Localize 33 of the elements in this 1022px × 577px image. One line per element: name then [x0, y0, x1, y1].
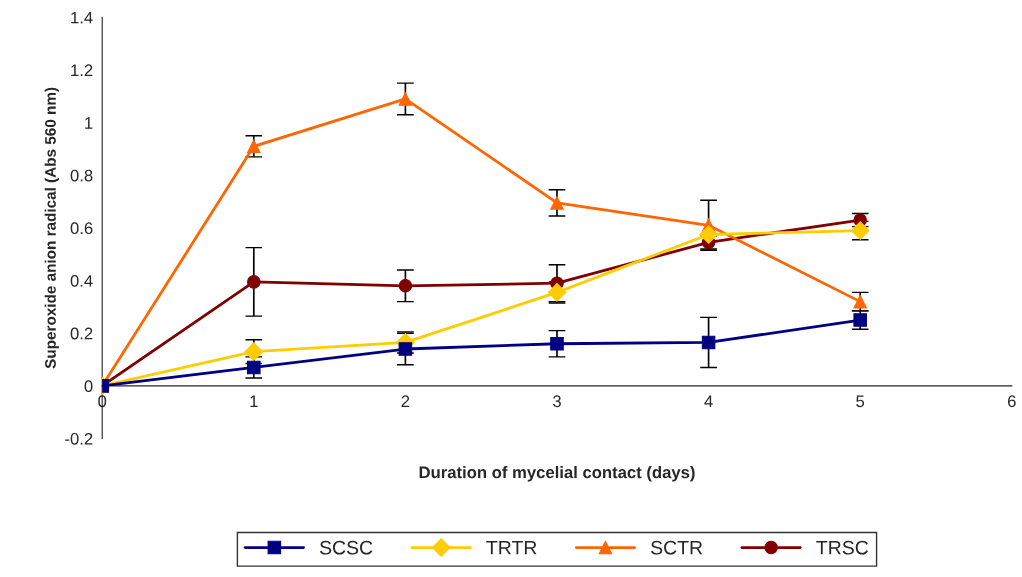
point [550, 336, 564, 351]
point [247, 139, 261, 154]
point [701, 335, 716, 350]
legend-label: TRTR [486, 540, 537, 555]
y-tick-label: -0.2 [65, 432, 93, 445]
y-tick-label: 0.8 [70, 169, 93, 182]
y-tick-label: 1.2 [71, 64, 93, 76]
y-tick-label: 0.6 [70, 222, 93, 235]
point [398, 279, 413, 293]
point [398, 342, 413, 356]
point [550, 196, 564, 210]
x-tick-label: 5 [856, 395, 865, 408]
point [247, 275, 261, 289]
x-tick-label: 4 [704, 395, 713, 407]
point [699, 225, 718, 244]
x-tick-label: 1 [250, 395, 258, 407]
point [398, 92, 413, 106]
y-tick-label: 1.4 [71, 11, 93, 24]
x-tick-label: 3 [552, 395, 561, 408]
point [244, 342, 264, 361]
legend-label: SCSC [319, 540, 373, 555]
y-axis-title: Superoxide anion radical (Abs 560 nm) [44, 87, 59, 369]
y-tick-label: 0 [84, 380, 93, 393]
point [853, 313, 867, 327]
x-tick-label: 2 [401, 395, 410, 407]
y-tick-label: 1 [85, 117, 93, 129]
point [247, 360, 261, 375]
x-axis-title: Duration of mycelial contact (days) [419, 465, 695, 482]
legend-label: SCTR [651, 540, 703, 555]
legend-label: TRSC [816, 540, 869, 555]
y-tick-label: 0.2 [70, 327, 93, 340]
y-tick-label: 0.4 [70, 274, 93, 287]
x-tick-label: 6 [1007, 395, 1016, 408]
